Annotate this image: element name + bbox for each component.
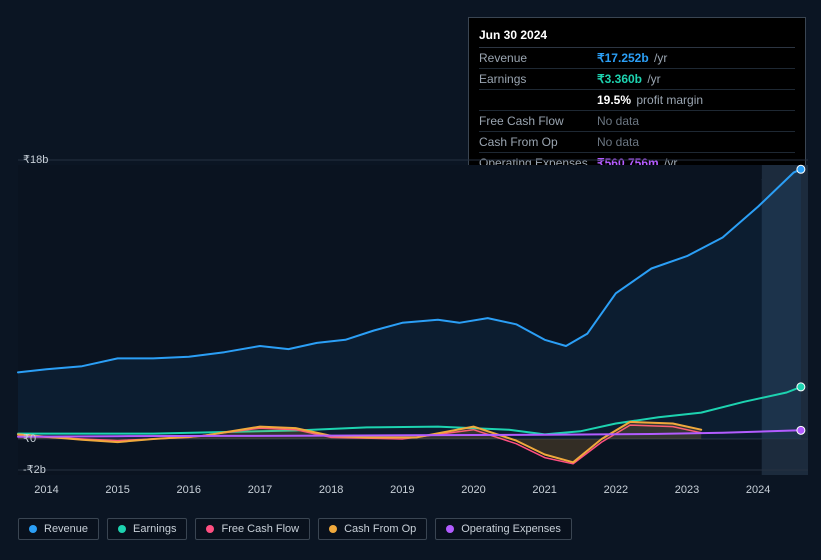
y-tick-label: ₹18b: [23, 153, 48, 166]
x-tick-label: 2014: [34, 484, 58, 496]
tooltip-row: 19.5% profit margin: [479, 90, 795, 111]
tooltip-table: Revenue₹17.252b /yrEarnings₹3.360b /yr19…: [479, 48, 795, 173]
legend-item-earnings[interactable]: Earnings: [107, 518, 187, 540]
y-tick-label: ₹0: [23, 432, 36, 445]
x-axis: 2014 2015 2016 2017 2018 2019 2020 2021 2022 2023…: [18, 484, 808, 500]
legend-swatch-icon: [329, 525, 337, 533]
tooltip-row-label: Revenue: [479, 48, 597, 69]
x-tick-label: 2024: [746, 484, 770, 496]
tooltip-date: Jun 30 2024: [479, 24, 795, 48]
x-tick-label: 2015: [105, 484, 129, 496]
legend-label: Earnings: [133, 523, 176, 535]
chart-plot: [18, 160, 808, 490]
legend-swatch-icon: [29, 525, 37, 533]
x-tick-label: 2019: [390, 484, 414, 496]
chart-legend: Revenue Earnings Free Cash Flow Cash From O…: [18, 518, 572, 540]
chart-tooltip: Jun 30 2024 Revenue₹17.252b /yrEarnings₹…: [468, 17, 806, 180]
legend-label: Operating Expenses: [461, 523, 561, 535]
tooltip-row-value: ₹17.252b /yr: [597, 48, 795, 69]
legend-swatch-icon: [206, 525, 214, 533]
tooltip-row-label: Cash From Op: [479, 132, 597, 153]
tooltip-row: Revenue₹17.252b /yr: [479, 48, 795, 69]
financials-chart-panel: Jun 30 2024 Revenue₹17.252b /yrEarnings₹…: [0, 0, 821, 560]
x-tick-label: 2016: [177, 484, 201, 496]
tooltip-row-label: Earnings: [479, 69, 597, 90]
tooltip-row-value: No data: [597, 132, 795, 153]
x-tick-label: 2021: [532, 484, 556, 496]
legend-label: Revenue: [44, 523, 88, 535]
legend-swatch-icon: [118, 525, 126, 533]
tooltip-row-label: Free Cash Flow: [479, 111, 597, 132]
tooltip-row-value: 19.5% profit margin: [597, 90, 795, 111]
tooltip-row-value: No data: [597, 111, 795, 132]
legend-label: Free Cash Flow: [221, 523, 299, 535]
legend-swatch-icon: [446, 525, 454, 533]
x-tick-label: 2017: [248, 484, 272, 496]
legend-label: Cash From Op: [344, 523, 416, 535]
legend-item-cash-from-op[interactable]: Cash From Op: [318, 518, 427, 540]
legend-item-operating-expenses[interactable]: Operating Expenses: [435, 518, 572, 540]
x-tick-label: 2020: [461, 484, 485, 496]
legend-item-free-cash-flow[interactable]: Free Cash Flow: [195, 518, 310, 540]
y-tick-label: -₹2b: [23, 463, 46, 476]
x-tick-label: 2023: [675, 484, 699, 496]
tooltip-row-value: ₹3.360b /yr: [597, 69, 795, 90]
tooltip-row-label: [479, 90, 597, 111]
tooltip-row: Cash From OpNo data: [479, 132, 795, 153]
x-tick-label: 2022: [604, 484, 628, 496]
legend-item-revenue[interactable]: Revenue: [18, 518, 99, 540]
tooltip-row: Earnings₹3.360b /yr: [479, 69, 795, 90]
tooltip-row: Free Cash FlowNo data: [479, 111, 795, 132]
x-tick-label: 2018: [319, 484, 343, 496]
